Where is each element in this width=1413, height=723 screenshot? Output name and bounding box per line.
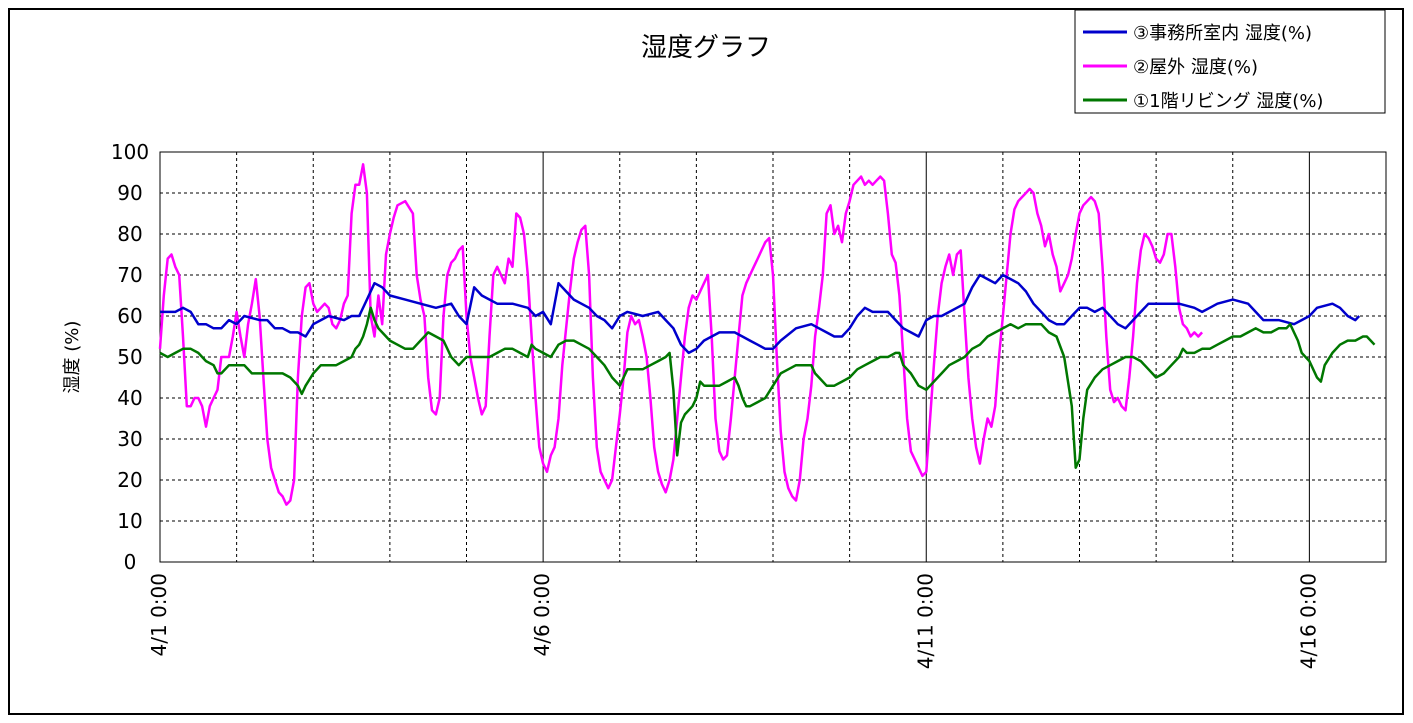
x-tick-label: 4/11 0:00 [913,573,937,669]
x-tick-label: 4/6 0:00 [530,573,554,656]
legend-label: ①1階リビング 湿度(%) [1133,91,1323,112]
plot-area [158,151,1387,563]
y-axis-label: 湿度 (%) [62,321,83,394]
y-tick-label: 100 [111,140,149,164]
y-axis-ticks: 0 10 20 30 40 50 60 70 80 90 100 [111,140,149,574]
legend-entries: ③事務所室内 湿度(%) ②屋外 湿度(%) ①1階リビング 湿度(%) [1083,23,1323,112]
y-tick-label: 70 [117,263,142,287]
legend-label: ②屋外 湿度(%) [1133,57,1258,78]
legend: ③事務所室内 湿度(%) ②屋外 湿度(%) ①1階リビング 湿度(%) [1074,9,1386,114]
y-tick-label: 30 [117,427,142,451]
grid-lines [160,152,1386,562]
chart-title: 湿度グラフ [641,33,771,63]
legend-box [1074,9,1386,114]
y-tick-label: 10 [117,509,142,533]
y-tick-label: 50 [117,345,142,369]
legend-label: ③事務所室内 湿度(%) [1133,23,1312,44]
series-lines [158,163,1376,506]
y-tick-label: 80 [117,222,142,246]
y-tick-label: 60 [117,304,142,328]
y-tick-label: 20 [117,468,142,492]
x-tick-label: 4/16 0:00 [1296,573,1320,669]
y-tick-label: 40 [117,386,142,410]
x-tick-label: 4/1 0:00 [147,573,171,656]
y-tick-label: 90 [117,181,142,205]
series-line-2 [158,163,1204,506]
series-line-1 [160,273,1361,355]
x-axis-ticks: 4/1 0:00 4/6 0:00 4/11 0:00 4/16 0:00 [147,573,1320,669]
series-line-3 [159,306,1376,469]
y-tick-label: 0 [124,550,137,574]
